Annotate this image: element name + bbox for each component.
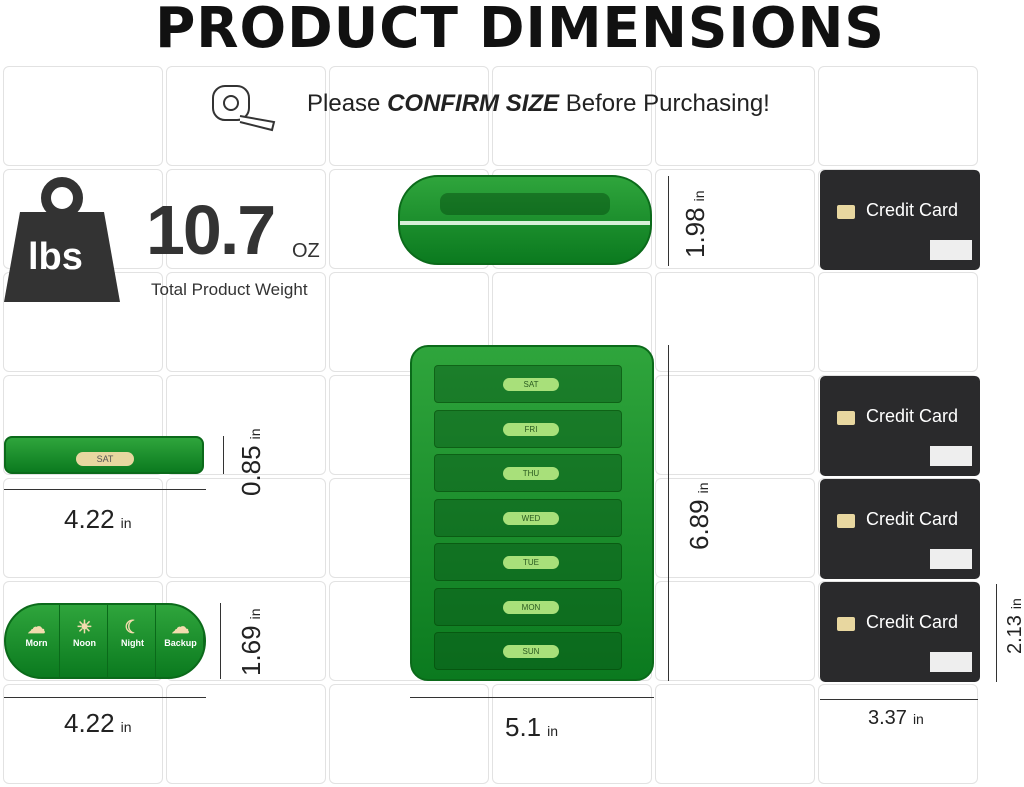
signature-box (930, 549, 972, 569)
main-width-arrow (410, 697, 654, 698)
weight-unit: OZ (292, 240, 320, 262)
credit-card: Credit Card (820, 582, 980, 682)
pill-height-label: 1.69in (236, 608, 266, 676)
signature-box (930, 240, 972, 260)
side-width-arrow (4, 489, 206, 490)
grid-cell (655, 478, 815, 578)
morning-icon: ☁ (27, 617, 46, 637)
grid-cell (329, 684, 489, 784)
grid-cell (166, 169, 326, 269)
weight-icon: lbs (2, 174, 122, 306)
day-label: SAT (503, 378, 559, 391)
grid-cell (655, 375, 815, 475)
grid-cell (166, 272, 326, 372)
chip-icon (837, 411, 855, 425)
grid-cell (818, 66, 978, 166)
main-height-arrow (668, 345, 669, 681)
grid-cell (655, 581, 815, 681)
credit-card-label: Credit Card (866, 200, 959, 220)
grid-cell (655, 272, 815, 372)
day-label: MON (503, 600, 559, 614)
pill-compartment: ☀ Noon (62, 605, 108, 677)
backup-icon: ☁ (171, 617, 190, 637)
day-label: FRI (503, 422, 559, 436)
credit-card-label: Credit Card (866, 509, 959, 529)
grid-cell (492, 684, 652, 784)
top-height-arrow (668, 176, 669, 266)
chip-icon (837, 514, 855, 528)
grid-cell (655, 169, 815, 269)
page-title: PRODUCT DIMENSIONS (155, 0, 885, 61)
day-label: THU (503, 467, 559, 480)
grid-cell (818, 684, 978, 784)
weight-icon-label: lbs (28, 236, 83, 278)
credit-card: Credit Card (820, 376, 980, 476)
day-label: WED (503, 511, 559, 525)
product-side-view: SAT (4, 436, 204, 474)
grid-cell (3, 66, 163, 166)
top-height-label: 1.98in (680, 190, 710, 258)
compartment-label: Backup (164, 638, 197, 648)
side-width-label: 4.22 in (64, 504, 132, 534)
signature-box (930, 446, 972, 466)
main-height-label: 6.89in (684, 482, 714, 550)
weight-value: 10.7 (146, 191, 276, 269)
pill-compartment: ☁ Backup (158, 605, 204, 677)
card-height-arrow (996, 584, 997, 682)
pill-height-arrow (220, 603, 221, 679)
grid-cell (166, 478, 326, 578)
daily-pill-case: ☁ Morn ☀ Noon ☾ Night ☁ Backup (4, 603, 206, 679)
day-compartment: THU (434, 454, 622, 492)
compartment-label: Morn (25, 638, 48, 648)
card-width-label: 3.37 in (868, 707, 924, 729)
credit-card-label: Credit Card (866, 406, 959, 426)
day-label: TUE (503, 556, 559, 569)
grid-cell (655, 66, 815, 166)
chip-icon (837, 617, 855, 631)
grid-cell (492, 66, 652, 166)
night-icon: ☾ (124, 617, 141, 637)
pill-compartment: ☾ Night (110, 605, 156, 677)
product-front-view: SAT FRI THU WED TUE MON SUN (410, 345, 654, 681)
chip-icon (837, 205, 855, 219)
day-compartment: TUE (434, 543, 622, 581)
day-compartment: MON (434, 587, 622, 626)
card-width-arrow (820, 699, 978, 700)
noon-icon: ☀ (76, 617, 93, 637)
compartment-label: Night (121, 638, 144, 648)
pill-width-arrow (4, 697, 206, 698)
tape-measure-icon (210, 82, 278, 132)
grid-cell (655, 684, 815, 784)
product-top-view (398, 175, 652, 265)
card-height-label: 2.13in (1004, 598, 1024, 654)
side-thickness-label: 0.85in (236, 428, 266, 496)
grid-cell (3, 478, 163, 578)
weight-caption: Total Product Weight (151, 280, 308, 299)
main-width-label: 5.1 in (505, 712, 559, 742)
grid-cell (166, 684, 326, 784)
pill-compartment: ☁ Morn (14, 605, 60, 677)
banner-prefix: Please (307, 90, 381, 117)
credit-card: Credit Card (820, 170, 980, 270)
day-compartment: WED (434, 498, 622, 537)
banner-suffix: Before Purchasing! (565, 90, 770, 117)
signature-box (930, 652, 972, 672)
grid-cell (818, 272, 978, 372)
grid-cell (329, 66, 489, 166)
banner-emphasis: CONFIRM SIZE (387, 90, 560, 117)
credit-card-label: Credit Card (866, 612, 959, 632)
confirm-size-banner: Please CONFIRM SIZE Before Purchasing! (307, 90, 770, 118)
compartment-label: Noon (73, 638, 96, 648)
pill-width-label: 4.22 in (64, 708, 132, 738)
side-thickness-arrow (223, 436, 224, 474)
day-compartment: FRI (434, 409, 622, 448)
day-label: SUN (503, 645, 559, 658)
day-compartment: SUN (434, 632, 622, 670)
grid-cell (3, 684, 163, 784)
side-day-label: SAT (76, 452, 134, 466)
day-compartment: SAT (434, 365, 622, 403)
credit-card: Credit Card (820, 479, 980, 579)
